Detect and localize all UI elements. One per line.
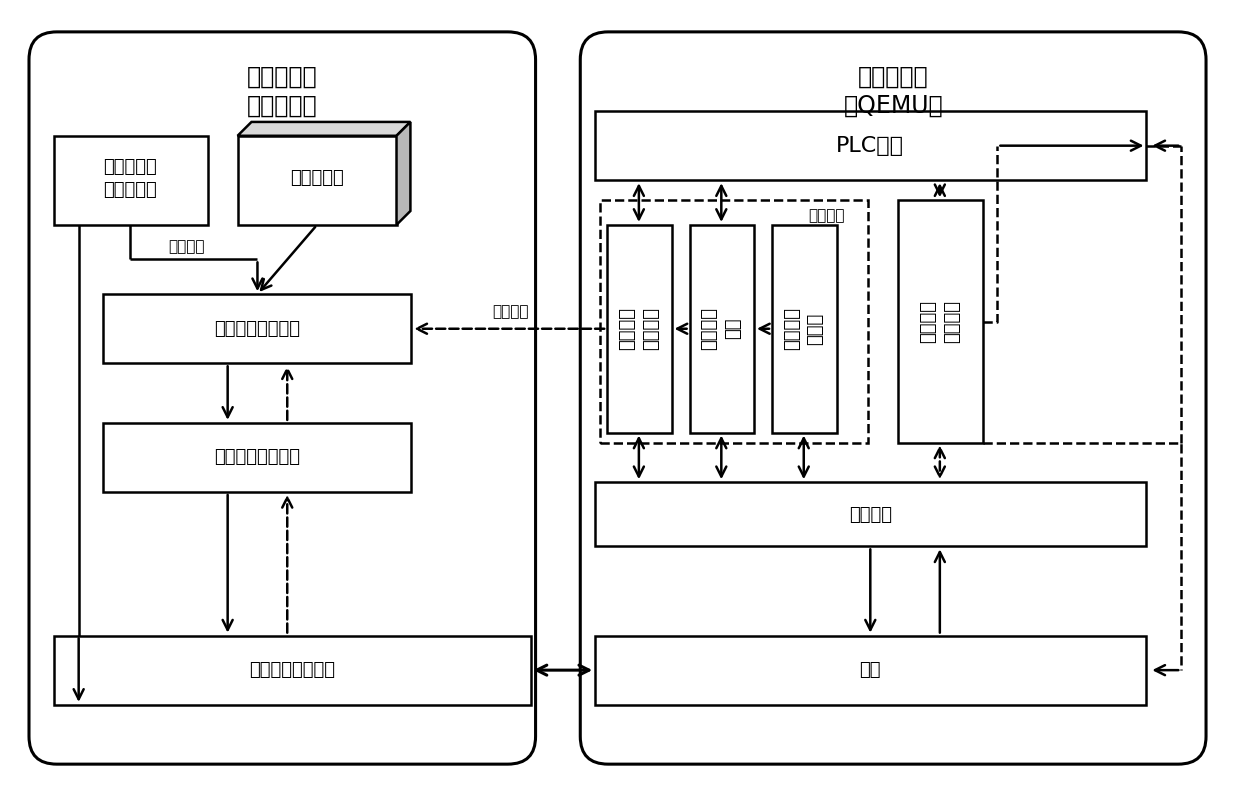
Text: 污点源标
记模块: 污点源标 记模块: [782, 307, 825, 350]
Text: 模糊测试执行模块: 模糊测试执行模块: [215, 448, 300, 466]
Text: 污点跟踪
模块: 污点跟踪 模块: [701, 307, 742, 350]
Text: 网络数据收发模块: 网络数据收发模块: [249, 661, 335, 679]
Bar: [53, 635, 531, 705]
Bar: [608, 225, 672, 433]
Bar: [103, 294, 412, 363]
Bar: [595, 482, 1147, 547]
Bar: [595, 111, 1147, 180]
Polygon shape: [238, 122, 410, 136]
Bar: [773, 225, 837, 433]
Text: 异常监视
记录模块: 异常监视 记录模块: [919, 300, 961, 343]
Bar: [238, 136, 397, 225]
Text: 测试用例生成模块: 测试用例生成模块: [215, 320, 300, 338]
Bar: [600, 200, 868, 443]
Text: 敏感字域: 敏感字域: [492, 304, 529, 319]
Polygon shape: [397, 122, 410, 225]
Text: （QEMU）: （QEMU）: [843, 94, 942, 118]
Bar: [103, 423, 412, 492]
Text: 污点分析: 污点分析: [808, 208, 846, 223]
Text: 协议脚本: 协议脚本: [169, 239, 205, 254]
Text: PLC固件: PLC固件: [836, 136, 904, 156]
Text: 异常元素库: 异常元素库: [290, 169, 343, 188]
Text: 网卡: 网卡: [859, 661, 882, 679]
FancyBboxPatch shape: [580, 32, 1207, 764]
Bar: [898, 200, 982, 443]
Text: 模糊测试端: 模糊测试端: [247, 65, 317, 89]
Text: 控制模块: 控制模块: [849, 506, 892, 523]
Text: 仿真环境端: 仿真环境端: [858, 65, 929, 89]
Text: 敏感字域
确定模块: 敏感字域 确定模块: [618, 307, 660, 350]
Bar: [689, 225, 754, 433]
FancyBboxPatch shape: [29, 32, 536, 764]
Text: （物理机）: （物理机）: [247, 94, 317, 118]
Bar: [53, 136, 208, 225]
Text: 通信协议格
式解析模块: 通信协议格 式解析模块: [103, 157, 157, 200]
Bar: [595, 635, 1147, 705]
